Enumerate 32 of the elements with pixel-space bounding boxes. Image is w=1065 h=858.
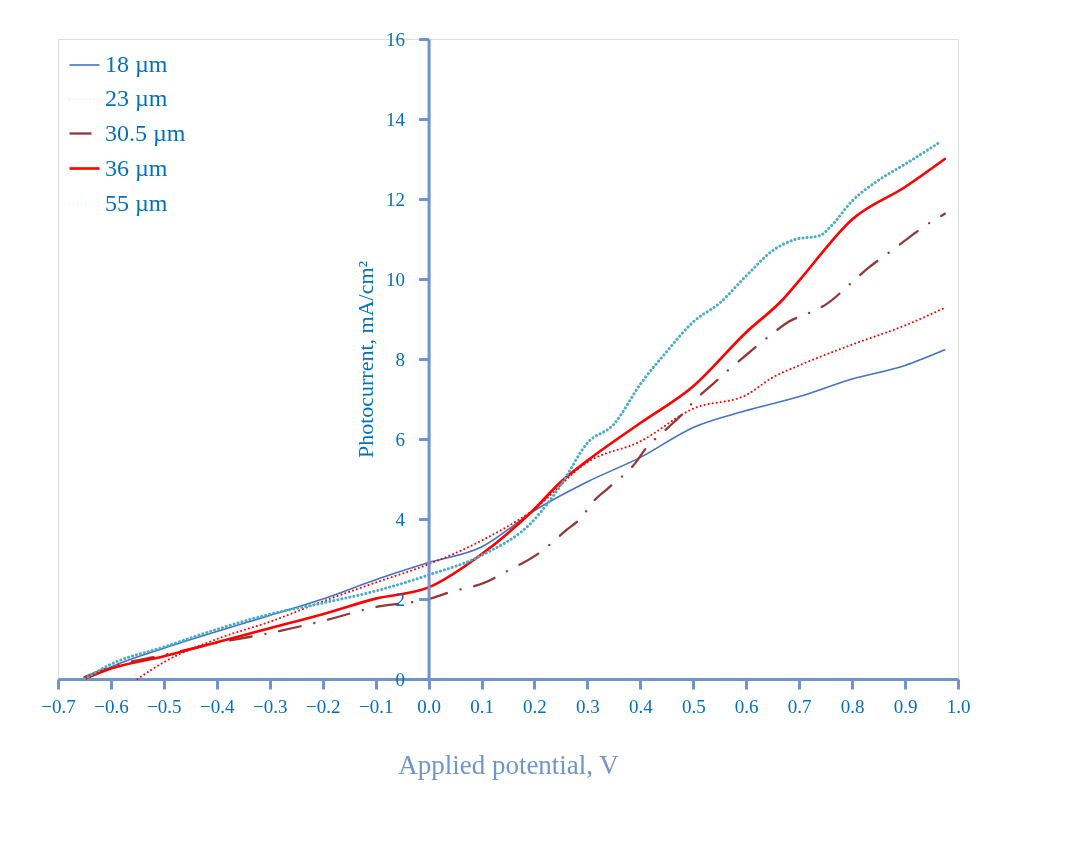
x-tick-label: 0.1	[470, 695, 494, 717]
x-tick-label: 0.6	[734, 695, 759, 717]
legend-label: 36 µm	[105, 154, 168, 181]
x-tick-label: 0.7	[787, 695, 812, 717]
x-tick-label: −0.5	[147, 695, 182, 717]
x-tick-label: −0.6	[94, 695, 129, 717]
y-tick-label: 10	[386, 268, 406, 290]
y-tick-label: 4	[395, 508, 406, 530]
x-tick-label: 0.9	[893, 695, 918, 717]
legend-label: 18 µm	[105, 51, 168, 77]
x-tick-label: 0.2	[523, 695, 547, 717]
x-tick-label: 0.0	[417, 695, 441, 717]
x-tick-label: −0.7	[41, 695, 76, 717]
y-tick-label: 12	[386, 188, 406, 210]
x-tick-label: 1.0	[946, 695, 971, 717]
y-tick-label: 8	[395, 348, 406, 370]
y-axis-title: Photocurrent, mA/cm²	[353, 260, 379, 459]
x-tick-label: −0.1	[358, 695, 394, 717]
legend-label: 23 µm	[105, 85, 168, 111]
legend-label: 55 µm	[105, 189, 168, 216]
x-tick-label: 0.3	[576, 695, 600, 717]
y-tick-label: 16	[386, 28, 406, 50]
legend-label: 30.5 µm	[105, 119, 186, 146]
x-tick-label: −0.3	[253, 695, 288, 717]
y-tick-label: 14	[386, 108, 406, 130]
y-tick-label: 6	[395, 428, 406, 450]
x-tick-label: 0.5	[681, 695, 706, 717]
x-axis-title: Applied potential, V	[398, 749, 620, 780]
x-tick-label: 0.4	[628, 695, 654, 717]
x-tick-label: −0.2	[305, 695, 341, 717]
x-tick-label: −0.4	[200, 695, 236, 717]
x-tick-label: 0.8	[840, 695, 865, 717]
